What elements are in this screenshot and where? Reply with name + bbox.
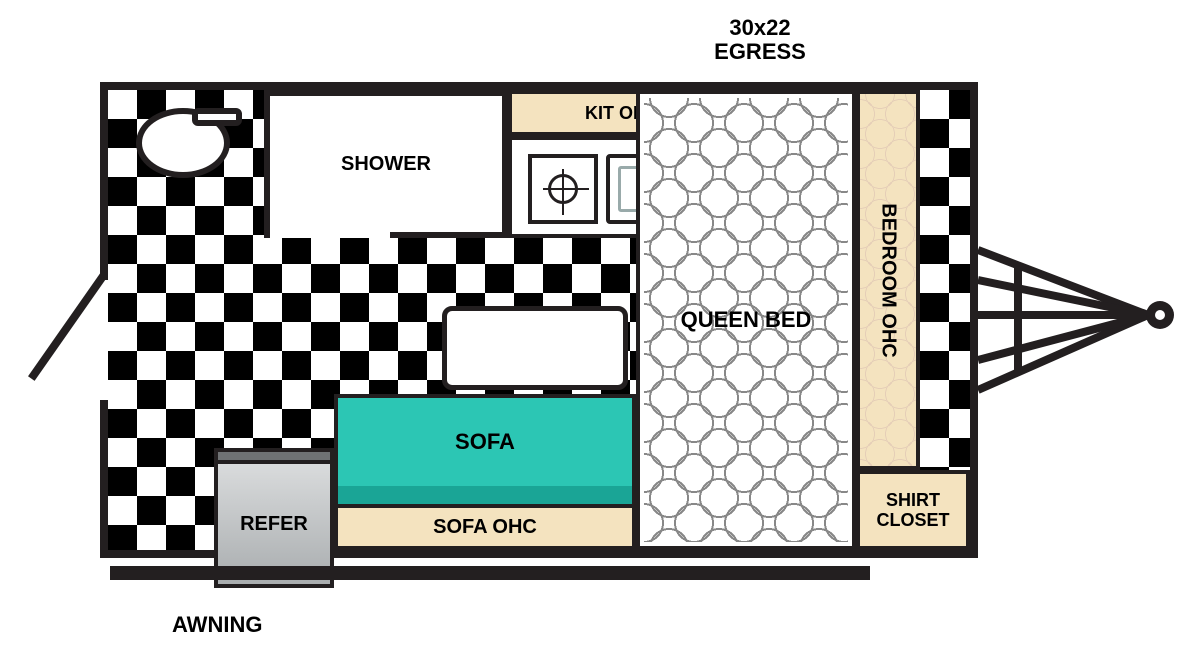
shower-label: SHOWER <box>341 153 431 176</box>
shirt-closet: SHIRT CLOSET <box>856 470 970 550</box>
sofa-ohc-label: SOFA OHC <box>433 516 537 539</box>
shower-door-gap <box>270 232 390 238</box>
entry-door-opening <box>100 280 108 400</box>
sofa-overhead-cabinet: SOFA OHC <box>334 504 636 550</box>
awning-label: AWNING <box>172 612 262 638</box>
shirt-closet-label: SHIRT CLOSET <box>876 490 949 530</box>
toilet-tank-icon <box>192 108 242 126</box>
refrigerator-top <box>214 448 334 460</box>
toilet-area <box>108 90 264 238</box>
dinette-table <box>442 306 628 390</box>
egress-label: 30x22 EGRESS <box>640 16 880 64</box>
queen-bed-label: QUEEN BED <box>640 307 852 333</box>
sofa-label: SOFA <box>455 429 515 455</box>
entry-door-leaf <box>28 271 108 380</box>
stove-icon <box>528 154 598 224</box>
sofa: SOFA <box>334 394 636 490</box>
bedroom-ohc-label: BEDROOM OHC <box>877 203 900 357</box>
awning-bar <box>110 566 870 580</box>
trailer-hitch <box>978 230 1178 410</box>
trailer-body: SHOWER KIT OHC QUEEN BED BEDROOM OHC SHI… <box>100 82 978 558</box>
queen-bed: QUEEN BED <box>636 90 856 550</box>
shower-room: SHOWER <box>264 90 508 238</box>
bedroom-overhead-cabinet: BEDROOM OHC <box>856 90 920 470</box>
toilet-icon <box>136 108 230 178</box>
floorplan-stage: 30x22 EGRESS SHOWER KIT OHC QUEEN BED BE… <box>0 0 1200 654</box>
refer-label: REFER <box>240 513 308 536</box>
burner-icon <box>548 174 578 204</box>
